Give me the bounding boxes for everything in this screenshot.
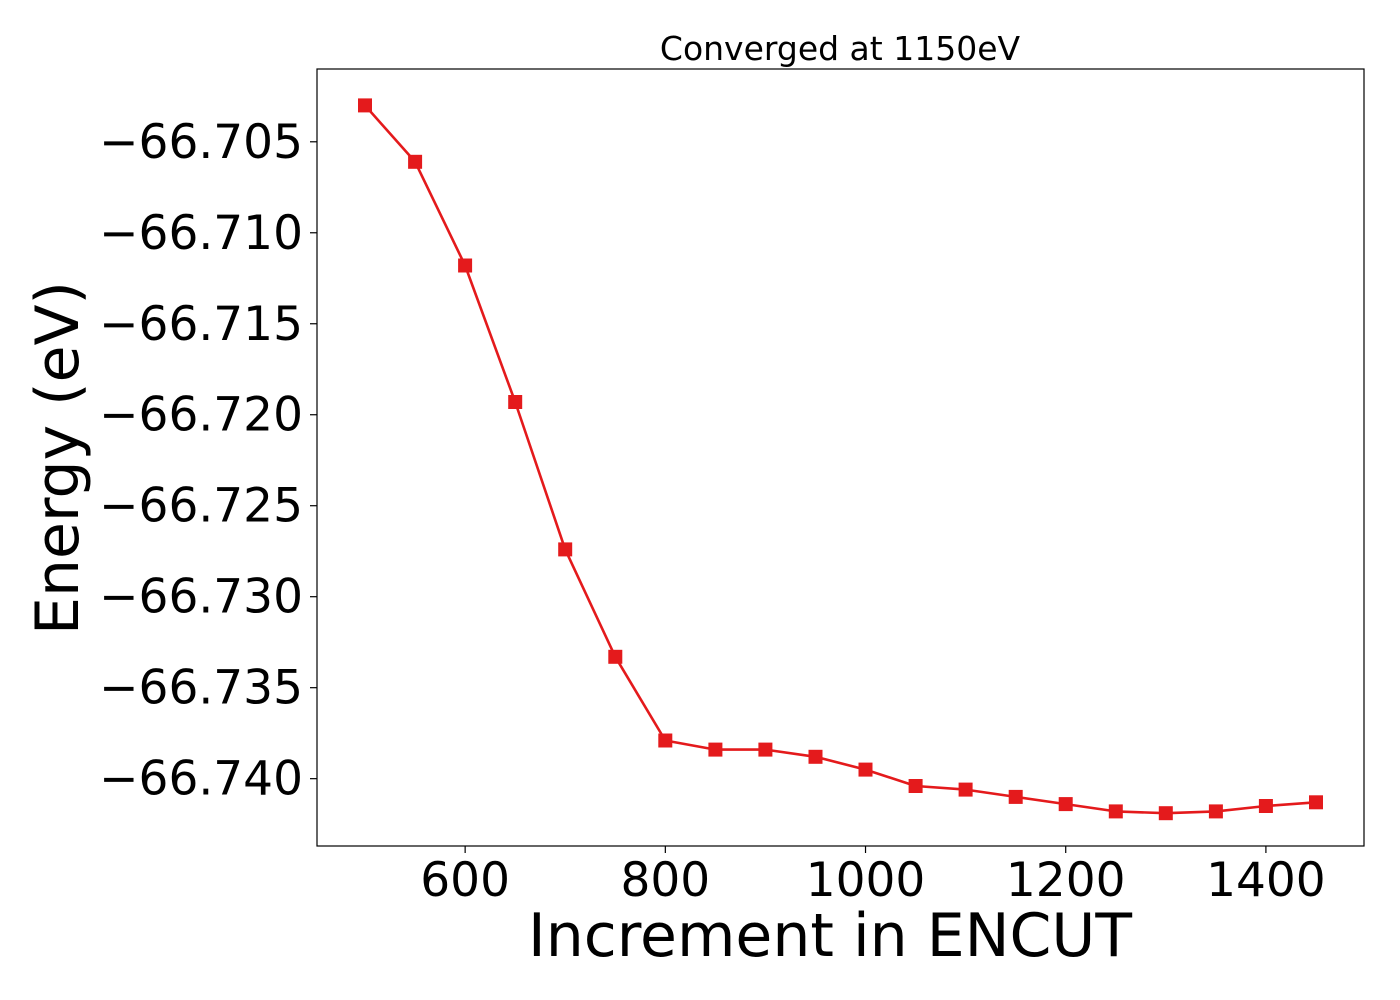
data-point-marker <box>908 779 923 793</box>
y-axis: −66.705 −66.710 −66.715 −66.720 −66.725 −66.7… <box>99 115 317 807</box>
data-point-marker <box>458 258 473 273</box>
data-point-marker <box>1158 806 1173 821</box>
data-point-marker <box>1058 797 1073 812</box>
y-tick-label: −66.740 <box>99 752 303 807</box>
y-axis-label: Energy (eV) <box>23 281 93 635</box>
data-point-marker <box>558 542 573 557</box>
y-tick-label: −66.705 <box>99 115 303 170</box>
x-axis-label: Increment in ENCUT <box>528 901 1132 971</box>
x-axis: 600 800 1000 1200 1400 <box>420 846 1326 908</box>
data-point-marker <box>958 782 973 797</box>
data-point-marker <box>1008 789 1023 804</box>
data-point-marker <box>658 733 673 748</box>
plot-area: 600 800 1000 1200 1400 −66.705 −66.710 −66.715… <box>99 68 1365 908</box>
x-tick-label: 1200 <box>1006 853 1126 908</box>
series-markers <box>358 98 1323 821</box>
y-tick-label: −66.735 <box>99 661 303 716</box>
data-point-marker <box>1258 799 1273 813</box>
data-point-marker <box>508 395 523 409</box>
data-point-marker <box>808 749 823 764</box>
plot-frame <box>316 68 1365 847</box>
x-tick-label: 600 <box>420 853 510 908</box>
y-tick-label: −66.720 <box>99 388 303 443</box>
x-tick-label: 1400 <box>1206 853 1326 908</box>
data-point-marker <box>858 762 873 777</box>
chart-title: Converged at 1150eV <box>660 29 1021 68</box>
data-point-marker <box>1309 795 1323 810</box>
data-point-marker <box>408 154 423 169</box>
y-tick-label: −66.725 <box>99 479 303 534</box>
y-tick-label: −66.710 <box>99 206 303 261</box>
data-point-marker <box>608 649 623 664</box>
data-point-marker <box>358 98 372 113</box>
series-line <box>364 104 1317 815</box>
data-point-marker <box>1208 804 1223 819</box>
y-tick-label: −66.715 <box>99 297 303 352</box>
x-tick-label: 800 <box>620 853 710 908</box>
data-point-marker <box>1108 804 1123 819</box>
data-point-marker <box>708 742 723 757</box>
x-tick-label: 1000 <box>806 853 926 908</box>
y-tick-label: −66.730 <box>99 570 303 625</box>
data-point-marker <box>758 742 773 757</box>
